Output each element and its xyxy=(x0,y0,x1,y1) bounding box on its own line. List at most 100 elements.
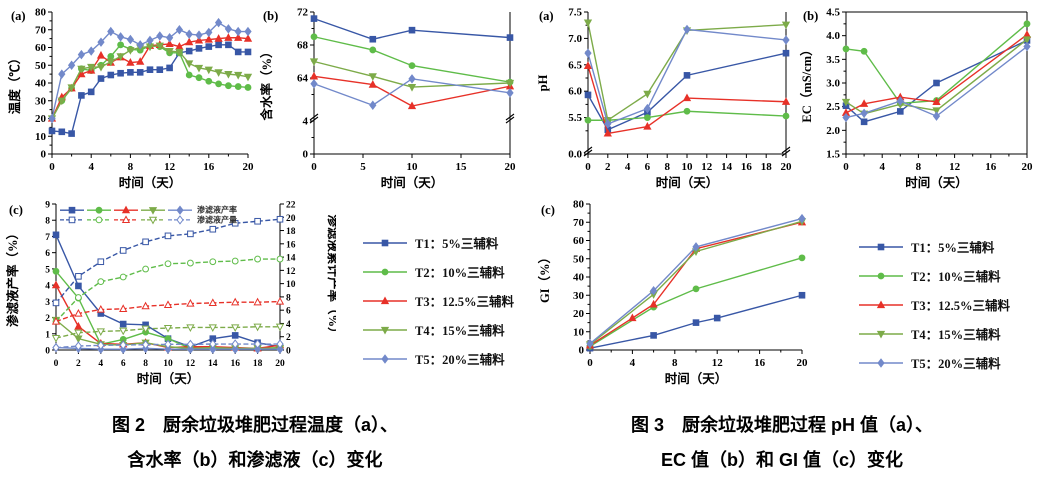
caption-fig3-line1: 图 3 厨余垃圾堆肥过程 pH 值（a）、 xyxy=(630,415,934,435)
svg-text:0: 0 xyxy=(311,161,317,173)
right-axis-label: 渗滤液累计产率（%） xyxy=(326,214,336,339)
x-axis-label: 时间（天） xyxy=(656,175,719,190)
svg-text:12: 12 xyxy=(164,161,176,173)
inner-legend-T5 xyxy=(168,215,192,225)
svg-text:0: 0 xyxy=(303,149,309,161)
svg-text:3.0: 3.0 xyxy=(826,78,840,90)
svg-text:64: 64 xyxy=(297,73,309,85)
svg-text:2.5: 2.5 xyxy=(826,101,840,113)
series-T1-cumulative xyxy=(52,215,284,307)
svg-text:20: 20 xyxy=(797,357,809,369)
legend-item-T5: T5：20%三辅料 xyxy=(362,349,514,368)
legend-item-T4: T4：15%三辅料 xyxy=(858,324,1010,343)
svg-text:10: 10 xyxy=(35,131,47,143)
chart-svg-fig3c: 0 10 20 30 40 50 60 70 80 0 4 8 12 16 20 GI（%） 时间（天） (c) xyxy=(537,199,809,387)
legend-item-label: T1：5%三辅料 xyxy=(911,241,995,255)
series-T2 xyxy=(842,20,1031,107)
y-axis-label: pH xyxy=(536,74,550,91)
series-T4-cumulative xyxy=(51,323,285,343)
chart-svg-fig2a: 0 10 20 30 40 50 60 70 80 0 4 8 12 16 20 温度（℃） 时间（天） (a) xyxy=(7,7,254,191)
chart-fig2-temperature: 0 10 20 30 40 50 60 70 80 0 4 8 12 16 20 温度（℃） 时间（天） (a) xyxy=(6,2,258,199)
series-T1 xyxy=(48,41,252,137)
svg-text:16: 16 xyxy=(203,161,215,173)
svg-text:20: 20 xyxy=(573,308,585,320)
svg-text:4: 4 xyxy=(879,161,885,173)
legend-swatch-T1 xyxy=(363,239,407,246)
svg-text:18: 18 xyxy=(253,359,263,369)
legend-item-label: T5：20%三辅料 xyxy=(415,353,505,367)
svg-text:6: 6 xyxy=(121,359,126,369)
svg-text:4: 4 xyxy=(303,116,309,128)
svg-text:12: 12 xyxy=(949,161,961,173)
svg-text:4: 4 xyxy=(286,320,291,330)
svg-text:14: 14 xyxy=(286,254,296,264)
svg-text:80: 80 xyxy=(573,199,585,211)
series-T4 xyxy=(309,58,515,92)
svg-text:6.0: 6.0 xyxy=(568,86,582,98)
series-T2 xyxy=(584,107,790,124)
svg-text:18: 18 xyxy=(761,161,773,173)
legend-fig2: T1：5%三辅料 T2：10%三辅料 T3：12.5%三辅料 T4：15%三辅料 T5：… xyxy=(362,233,514,368)
svg-text:8: 8 xyxy=(286,293,291,303)
svg-text:3: 3 xyxy=(45,298,50,308)
series-T2-cumulative xyxy=(52,255,284,325)
svg-text:6: 6 xyxy=(645,161,651,173)
legend-item-T2: T2：10%三辅料 xyxy=(362,262,514,281)
series-T3-cumulative xyxy=(51,297,285,325)
series-T2 xyxy=(586,254,806,350)
legend-item-T5: T5：20%三辅料 xyxy=(858,353,1010,372)
svg-text:12: 12 xyxy=(712,357,724,369)
svg-text:16: 16 xyxy=(286,240,296,250)
chart-fig3-gi: 0 10 20 30 40 50 60 70 80 0 4 8 12 16 20 GI（%） 时间（天） (c) xyxy=(536,196,820,401)
x-axis-label: 时间（天） xyxy=(905,175,968,190)
legend-item-label: T5：20%三辅料 xyxy=(911,357,1001,371)
svg-text:50: 50 xyxy=(35,60,47,72)
legend-item-T1: T1：5%三辅料 xyxy=(858,237,1010,256)
svg-text:5.5: 5.5 xyxy=(568,112,582,124)
svg-text:70: 70 xyxy=(573,217,585,229)
inner-legend-T2 xyxy=(87,216,111,224)
svg-text:0: 0 xyxy=(843,161,849,173)
svg-text:2: 2 xyxy=(286,333,291,343)
svg-text:22: 22 xyxy=(286,201,296,211)
x-axis-label: 时间（天） xyxy=(381,175,444,190)
svg-text:12: 12 xyxy=(701,161,713,173)
y-axis-label: 温度（℃） xyxy=(7,52,22,115)
series-T5 xyxy=(584,24,790,129)
svg-text:8: 8 xyxy=(664,161,670,173)
legend-swatch-T5 xyxy=(363,353,407,364)
svg-text:20: 20 xyxy=(286,214,296,224)
svg-text:4.0: 4.0 xyxy=(826,30,840,42)
svg-text:80: 80 xyxy=(35,7,47,19)
caption-fig2-line2: 含水率（b）和渗滤液（c）变化 xyxy=(127,450,383,470)
legend-swatch-T4 xyxy=(859,330,903,339)
legend-swatch-T1 xyxy=(859,243,903,250)
svg-text:2: 2 xyxy=(605,161,611,173)
inner-legend-T1 xyxy=(60,216,84,224)
legend-swatch-T2 xyxy=(363,268,407,275)
svg-text:72: 72 xyxy=(297,7,309,19)
inner-legend-label: 渗滤液产率 xyxy=(197,205,237,215)
svg-text:0: 0 xyxy=(587,357,593,369)
y-axis-label: EC（mS/cm） xyxy=(799,43,814,122)
series-T5 xyxy=(586,213,806,349)
svg-text:4.5: 4.5 xyxy=(826,7,840,19)
svg-text:0: 0 xyxy=(579,345,585,357)
legend-item-T1: T1：5%三辅料 xyxy=(362,233,514,252)
legend-swatch-T3 xyxy=(859,299,903,308)
svg-text:10: 10 xyxy=(573,326,585,338)
series-T3 xyxy=(841,30,1032,116)
series-T5 xyxy=(310,74,514,110)
inner-legend-T4 xyxy=(141,207,165,215)
svg-text:0: 0 xyxy=(41,149,47,161)
svg-text:8: 8 xyxy=(916,161,922,173)
legend-item-label: T4：15%三辅料 xyxy=(415,324,505,338)
svg-text:4: 4 xyxy=(625,161,631,173)
svg-text:14: 14 xyxy=(721,161,733,173)
chart-fig2-moisture: 0 4 64 68 72 0 5 10 15 20 含水率（%） 时间（天） (b) xyxy=(258,2,524,199)
svg-text:3.5: 3.5 xyxy=(826,54,840,66)
svg-text:40: 40 xyxy=(35,78,47,90)
svg-text:0: 0 xyxy=(54,359,59,369)
series-T2 xyxy=(52,267,284,352)
